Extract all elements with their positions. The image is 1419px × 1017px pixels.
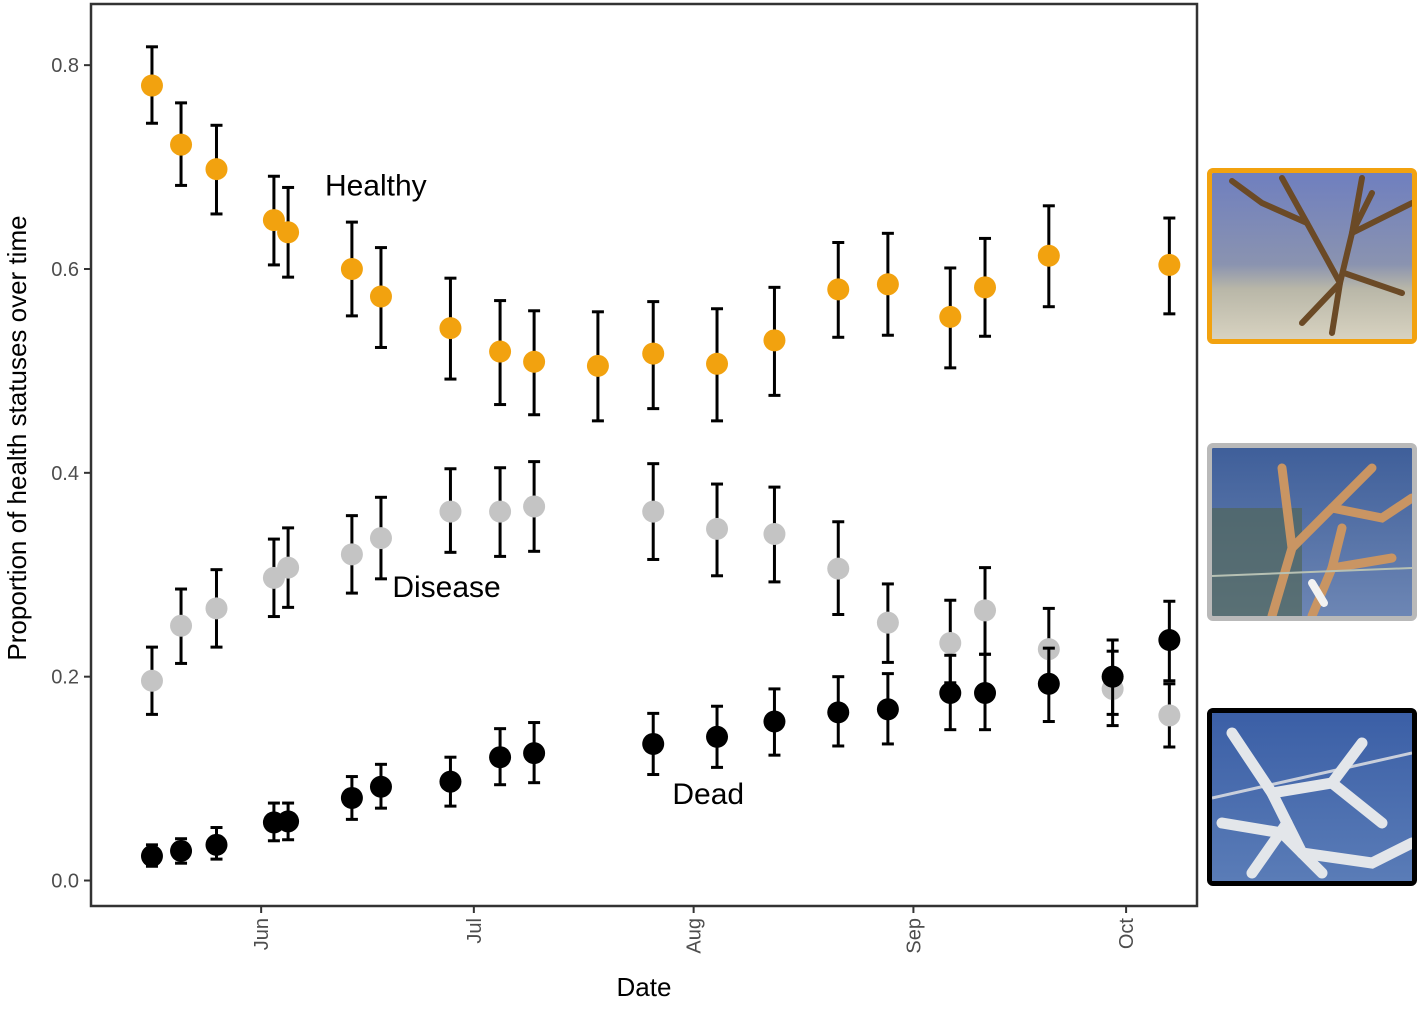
data-point-dead — [642, 732, 665, 755]
data-point-healthy — [706, 352, 729, 375]
data-point-healthy — [489, 340, 512, 363]
data-point-disease — [489, 500, 512, 523]
y-tick-label: 0.0 — [51, 871, 79, 893]
data-point-dead — [706, 725, 729, 748]
data-point-disease — [974, 599, 997, 622]
data-point-healthy — [369, 285, 392, 308]
y-tick-label: 0.8 — [51, 55, 79, 77]
data-point-dead — [876, 698, 899, 721]
data-point-dead — [205, 833, 228, 856]
annotation-healthy: Healthy — [325, 170, 427, 203]
x-tick-label: Oct — [1116, 918, 1138, 950]
data-point-dead — [489, 746, 512, 769]
data-point-disease — [876, 611, 899, 634]
data-point-disease — [277, 556, 300, 579]
x-tick-label: Sep — [903, 918, 925, 954]
y-axis: 0.0 0.2 0.4 0.6 0.8 — [51, 55, 91, 893]
data-point-disease — [205, 597, 228, 620]
x-tick-label: Jun — [251, 918, 273, 950]
series-dead — [140, 599, 1181, 868]
data-point-disease — [827, 557, 850, 580]
data-point-healthy — [1158, 253, 1181, 276]
data-point-disease — [439, 500, 462, 523]
data-point-healthy — [586, 354, 609, 377]
data-point-healthy — [1037, 244, 1060, 267]
data-point-healthy — [939, 305, 962, 328]
data-point-dead — [340, 786, 363, 809]
healthy-photo — [1207, 168, 1417, 344]
data-point-dead — [974, 681, 997, 704]
data-point-disease — [340, 543, 363, 566]
x-tick-label: Jul — [464, 918, 486, 944]
data-marks — [140, 45, 1181, 868]
x-tick-label: Aug — [684, 918, 706, 954]
data-point-healthy — [439, 317, 462, 340]
data-point-healthy — [170, 133, 193, 156]
data-point-dead — [1037, 672, 1060, 695]
healthy-coral-image — [1212, 173, 1412, 339]
data-point-dead — [939, 681, 962, 704]
data-point-dead — [523, 742, 546, 765]
y-tick-label: 0.2 — [51, 667, 79, 689]
data-point-healthy — [277, 221, 300, 244]
data-point-disease — [1158, 704, 1181, 727]
disease-coral-image — [1212, 448, 1412, 616]
y-tick-label: 0.4 — [51, 463, 79, 485]
data-point-healthy — [140, 74, 163, 97]
dead-coral-image — [1212, 713, 1412, 881]
data-point-dead — [277, 810, 300, 833]
data-point-dead — [763, 710, 786, 733]
dead-photo — [1207, 708, 1417, 886]
data-point-disease — [170, 614, 193, 637]
data-point-dead — [439, 770, 462, 793]
data-point-healthy — [642, 342, 665, 365]
data-point-healthy — [205, 158, 228, 181]
data-point-disease — [369, 527, 392, 550]
data-point-disease — [939, 632, 962, 655]
disease-photo — [1207, 443, 1417, 621]
data-point-dead — [369, 775, 392, 798]
series-labels: Healthy Disease Dead — [325, 170, 744, 811]
data-point-dead — [1158, 628, 1181, 651]
data-point-dead — [140, 845, 163, 868]
data-point-healthy — [523, 350, 546, 373]
annotation-dead: Dead — [672, 778, 744, 811]
x-axis-title: Date — [617, 972, 672, 1002]
data-point-dead — [1101, 665, 1124, 688]
y-tick-label: 0.6 — [51, 259, 79, 281]
annotation-disease: Disease — [392, 571, 500, 604]
data-point-dead — [827, 701, 850, 724]
data-point-disease — [763, 522, 786, 545]
data-point-disease — [140, 669, 163, 692]
data-point-healthy — [763, 329, 786, 352]
data-point-healthy — [827, 278, 850, 301]
y-axis-title: Proportion of health statuses over time — [2, 215, 32, 660]
data-point-healthy — [974, 276, 997, 299]
plot-panel-border — [89, 2, 1199, 908]
data-point-disease — [523, 495, 546, 518]
x-axis: Jun Jul Aug Sep Oct — [251, 906, 1138, 954]
data-point-disease — [642, 500, 665, 523]
data-point-healthy — [340, 257, 363, 280]
data-point-dead — [170, 839, 193, 862]
data-point-healthy — [876, 273, 899, 296]
series-disease — [140, 460, 1181, 749]
series-healthy — [140, 45, 1181, 423]
data-point-disease — [706, 517, 729, 540]
